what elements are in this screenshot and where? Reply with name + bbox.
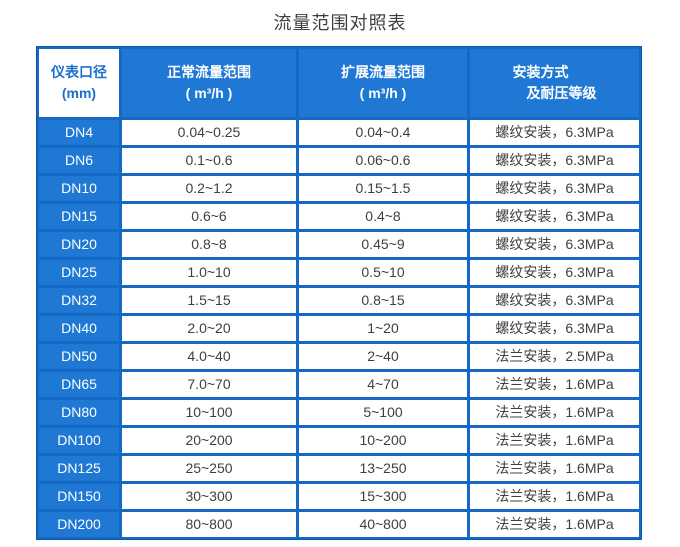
cell-normal-range: 7.0~70 bbox=[122, 372, 296, 397]
header-cell-diameter: 仪表口径 (mm) bbox=[39, 49, 119, 117]
cell-extended-range: 40~800 bbox=[299, 512, 467, 537]
header-cell-normal-range: 正常流量范围 ( m³/h ) bbox=[122, 49, 296, 117]
page-title: 流量范围对照表 bbox=[273, 13, 407, 33]
table-row: DN32 1.5~15 0.8~15 螺纹安装，6.3MPa bbox=[39, 288, 639, 313]
cell-extended-range: 1~20 bbox=[299, 316, 467, 341]
cell-normal-range: 0.2~1.2 bbox=[122, 176, 296, 201]
cell-installation: 螺纹安装，6.3MPa bbox=[470, 316, 639, 341]
cell-normal-range: 10~100 bbox=[122, 400, 296, 425]
header-diameter-unit: (mm) bbox=[61, 85, 97, 101]
cell-dn: DN4 bbox=[39, 120, 119, 145]
cell-installation: 螺纹安装，6.3MPa bbox=[470, 204, 639, 229]
cell-extended-range: 0.8~15 bbox=[299, 288, 467, 313]
cell-normal-range: 25~250 bbox=[122, 456, 296, 481]
cell-extended-range: 0.4~8 bbox=[299, 204, 467, 229]
table-row: DN80 10~100 5~100 法兰安装，1.6MPa bbox=[39, 400, 639, 425]
cell-dn: DN32 bbox=[39, 288, 119, 313]
cell-dn: DN40 bbox=[39, 316, 119, 341]
cell-extended-range: 0.5~10 bbox=[299, 260, 467, 285]
table-row: DN65 7.0~70 4~70 法兰安装，1.6MPa bbox=[39, 372, 639, 397]
cell-dn: DN65 bbox=[39, 372, 119, 397]
header-normal-line1: 正常流量范围 bbox=[167, 64, 251, 80]
cell-normal-range: 20~200 bbox=[122, 428, 296, 453]
cell-extended-range: 15~300 bbox=[299, 484, 467, 509]
cell-installation: 法兰安装，1.6MPa bbox=[470, 484, 639, 509]
cell-installation: 法兰安装，1.6MPa bbox=[470, 428, 639, 453]
table-row: DN15 0.6~6 0.4~8 螺纹安装，6.3MPa bbox=[39, 204, 639, 229]
cell-installation: 螺纹安装，6.3MPa bbox=[470, 148, 639, 173]
table-row: DN25 1.0~10 0.5~10 螺纹安装，6.3MPa bbox=[39, 260, 639, 285]
cell-installation: 螺纹安装，6.3MPa bbox=[470, 120, 639, 145]
table-row: DN4 0.04~0.25 0.04~0.4 螺纹安装，6.3MPa bbox=[39, 120, 639, 145]
cell-installation: 螺纹安装，6.3MPa bbox=[470, 176, 639, 201]
cell-extended-range: 10~200 bbox=[299, 428, 467, 453]
cell-normal-range: 1.0~10 bbox=[122, 260, 296, 285]
cell-extended-range: 0.06~0.6 bbox=[299, 148, 467, 173]
cell-normal-range: 0.8~8 bbox=[122, 232, 296, 257]
cell-normal-range: 0.04~0.25 bbox=[122, 120, 296, 145]
table-row: DN200 80~800 40~800 法兰安装，1.6MPa bbox=[39, 512, 639, 537]
cell-extended-range: 4~70 bbox=[299, 372, 467, 397]
cell-dn: DN50 bbox=[39, 344, 119, 369]
cell-dn: DN6 bbox=[39, 148, 119, 173]
cell-normal-range: 1.5~15 bbox=[122, 288, 296, 313]
cell-installation: 法兰安装，1.6MPa bbox=[470, 512, 639, 537]
cell-installation: 法兰安装，1.6MPa bbox=[470, 456, 639, 481]
cell-installation: 螺纹安装，6.3MPa bbox=[470, 260, 639, 285]
cell-extended-range: 2~40 bbox=[299, 344, 467, 369]
table-row: DN20 0.8~8 0.45~9 螺纹安装，6.3MPa bbox=[39, 232, 639, 257]
cell-dn: DN20 bbox=[39, 232, 119, 257]
table-row: DN150 30~300 15~300 法兰安装，1.6MPa bbox=[39, 484, 639, 509]
table-row: DN6 0.1~0.6 0.06~0.6 螺纹安装，6.3MPa bbox=[39, 148, 639, 173]
cell-dn: DN150 bbox=[39, 484, 119, 509]
table-row: DN40 2.0~20 1~20 螺纹安装，6.3MPa bbox=[39, 316, 639, 341]
header-installation-block: 安装方式 及耐压等级 bbox=[513, 62, 597, 104]
header-cell-extended-range: 扩展流量范围 ( m³/h ) bbox=[299, 49, 467, 117]
cell-dn: DN100 bbox=[39, 428, 119, 453]
cell-extended-range: 5~100 bbox=[299, 400, 467, 425]
cell-installation: 法兰安装，1.6MPa bbox=[470, 372, 639, 397]
cell-dn: DN80 bbox=[39, 400, 119, 425]
table-row: DN125 25~250 13~250 法兰安装，1.6MPa bbox=[39, 456, 639, 481]
cell-installation: 螺纹安装，6.3MPa bbox=[470, 232, 639, 257]
cell-normal-range: 80~800 bbox=[122, 512, 296, 537]
header-diameter-line1: 仪表口径 bbox=[51, 64, 107, 80]
header-normal-unit: ( m³/h ) bbox=[185, 85, 233, 101]
header-extended-line1: 扩展流量范围 bbox=[341, 64, 425, 80]
cell-normal-range: 4.0~40 bbox=[122, 344, 296, 369]
cell-extended-range: 0.45~9 bbox=[299, 232, 467, 257]
cell-extended-range: 0.15~1.5 bbox=[299, 176, 467, 201]
flow-range-table: 仪表口径 (mm) 正常流量范围 ( m³/h ) 扩展流量范围 ( m³/h … bbox=[36, 46, 642, 540]
table-row: DN10 0.2~1.2 0.15~1.5 螺纹安装，6.3MPa bbox=[39, 176, 639, 201]
cell-dn: DN125 bbox=[39, 456, 119, 481]
table-row: DN100 20~200 10~200 法兰安装，1.6MPa bbox=[39, 428, 639, 453]
table-header-row: 仪表口径 (mm) 正常流量范围 ( m³/h ) 扩展流量范围 ( m³/h … bbox=[39, 49, 639, 117]
header-installation-line1: 安装方式 bbox=[512, 64, 569, 80]
cell-normal-range: 2.0~20 bbox=[122, 316, 296, 341]
cell-installation: 法兰安装，1.6MPa bbox=[470, 400, 639, 425]
cell-extended-range: 0.04~0.4 bbox=[299, 120, 467, 145]
cell-installation: 螺纹安装，6.3MPa bbox=[470, 288, 639, 313]
cell-dn: DN200 bbox=[39, 512, 119, 537]
cell-installation: 法兰安装，2.5MPa bbox=[470, 344, 639, 369]
cell-normal-range: 0.6~6 bbox=[122, 204, 296, 229]
header-extended-unit: ( m³/h ) bbox=[359, 85, 407, 101]
cell-normal-range: 0.1~0.6 bbox=[122, 148, 296, 173]
cell-normal-range: 30~300 bbox=[122, 484, 296, 509]
header-cell-installation: 安装方式 及耐压等级 bbox=[470, 49, 639, 117]
cell-dn: DN15 bbox=[39, 204, 119, 229]
table-body: DN4 0.04~0.25 0.04~0.4 螺纹安装，6.3MPa DN6 0… bbox=[39, 120, 639, 537]
cell-dn: DN25 bbox=[39, 260, 119, 285]
cell-dn: DN10 bbox=[39, 176, 119, 201]
cell-extended-range: 13~250 bbox=[299, 456, 467, 481]
table-row: DN50 4.0~40 2~40 法兰安装，2.5MPa bbox=[39, 344, 639, 369]
header-installation-line2: 及耐压等级 bbox=[526, 85, 597, 101]
